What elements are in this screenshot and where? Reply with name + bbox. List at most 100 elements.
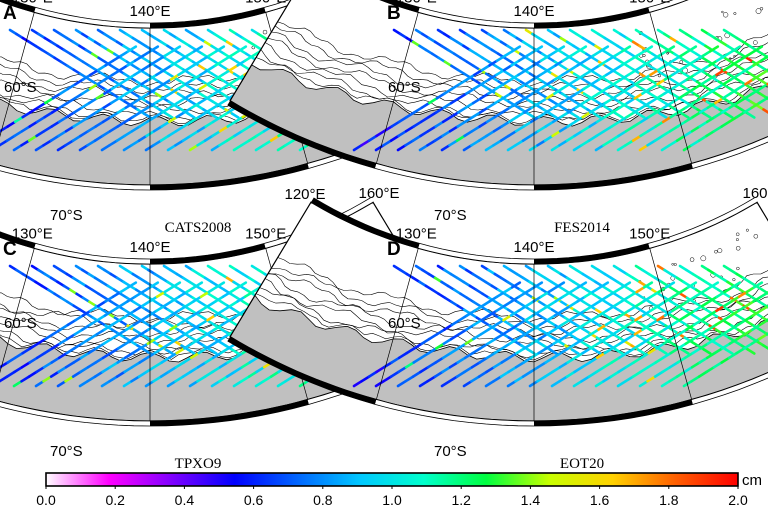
track-segment — [188, 380, 199, 388]
track-segment — [566, 120, 577, 128]
track-segment — [66, 333, 77, 341]
seamount-contour — [732, 278, 736, 282]
track-segment — [561, 54, 572, 63]
track-segment — [634, 300, 645, 308]
track-segment — [581, 347, 592, 355]
track-segment — [707, 87, 718, 95]
track-segment — [205, 328, 216, 336]
track-segment — [390, 120, 401, 128]
track-segment — [20, 125, 32, 133]
track-segment — [64, 361, 75, 369]
track-segment — [715, 290, 727, 299]
track-segment — [132, 82, 143, 91]
track-segment — [539, 304, 550, 313]
graticule-band — [648, 0, 688, 13]
track-segment — [602, 361, 613, 369]
colorbar-ticks: 0.0 0.2 0.4 0.6 0.8 1.0 1.2 1.4 1.6 1.8 2.0 — [36, 486, 748, 508]
track-segment — [139, 328, 150, 336]
track-segment — [262, 139, 273, 147]
track-segment — [737, 304, 748, 313]
track-segment — [28, 356, 39, 364]
track-segment — [276, 380, 287, 388]
track-segment — [485, 351, 496, 360]
track-segment — [0, 375, 9, 383]
track-segment — [130, 361, 141, 369]
track-segment — [42, 361, 54, 369]
track-segment — [705, 365, 716, 374]
track-segment — [103, 309, 114, 317]
track-segment — [671, 290, 683, 299]
track-segment — [104, 59, 115, 67]
track-segment — [495, 304, 506, 313]
track-segment — [546, 64, 557, 72]
track-segment — [715, 304, 726, 313]
track-segment — [111, 54, 122, 63]
track-segment — [503, 49, 514, 58]
track-segment — [184, 78, 195, 86]
track-segment — [204, 120, 215, 128]
track-segment — [536, 125, 547, 133]
track-segment — [411, 370, 422, 378]
track-segment — [79, 365, 90, 374]
model-name: TPXO9 — [175, 456, 222, 472]
track-segment — [161, 106, 172, 114]
track-segment — [163, 49, 174, 58]
track-segment — [125, 73, 136, 81]
track-segment — [508, 101, 519, 109]
track-segment — [619, 87, 630, 95]
track-segment — [169, 73, 180, 81]
track-segment — [240, 125, 251, 133]
track-segment — [87, 347, 98, 355]
seamount-contour — [736, 266, 740, 271]
track-segment — [74, 314, 85, 322]
track-segment — [722, 300, 733, 308]
track-segment — [625, 111, 636, 119]
seamount-contour — [666, 51, 669, 55]
track-segment — [183, 342, 194, 350]
track-segment — [700, 314, 711, 322]
track-segment — [182, 356, 193, 364]
track-segment — [455, 370, 466, 378]
track-segment — [419, 115, 431, 124]
track-segment — [728, 101, 739, 109]
track-segment — [199, 68, 210, 77]
track-segment — [573, 115, 584, 124]
track-segment — [74, 78, 85, 86]
track-segment — [138, 120, 149, 128]
track-segment — [706, 101, 717, 109]
track-segment — [529, 115, 540, 124]
track-segment — [140, 300, 151, 308]
track-segment — [221, 290, 232, 299]
track-segment — [49, 370, 60, 378]
track-segment — [139, 342, 150, 350]
track-segment — [174, 139, 185, 147]
track-segment — [759, 68, 768, 77]
track-segment — [72, 356, 83, 364]
track-segment — [141, 285, 152, 294]
track-segment — [664, 281, 676, 289]
track-segment — [509, 87, 520, 95]
track-segment — [221, 54, 232, 63]
track-segment — [176, 82, 187, 91]
track-segment — [153, 111, 164, 119]
track-segment — [664, 295, 675, 303]
track-segment — [298, 380, 309, 388]
track-segment — [190, 337, 201, 345]
lon-label: 130°E — [12, 0, 53, 6]
altimetry-tracks — [352, 28, 768, 152]
track-segment — [34, 144, 45, 152]
track-segment — [389, 134, 400, 142]
track-segment — [108, 139, 119, 147]
track-segment — [750, 337, 761, 345]
track-segment — [182, 120, 193, 128]
track-segment — [668, 375, 679, 383]
track-segment — [220, 82, 231, 91]
track-segment — [132, 318, 143, 327]
track-segment — [721, 92, 732, 100]
track-segment — [159, 134, 170, 142]
track-segment — [420, 337, 431, 345]
track-segment — [670, 82, 681, 91]
seamount-contour — [700, 255, 707, 262]
track-segment — [148, 45, 160, 53]
track-segment — [111, 68, 122, 77]
